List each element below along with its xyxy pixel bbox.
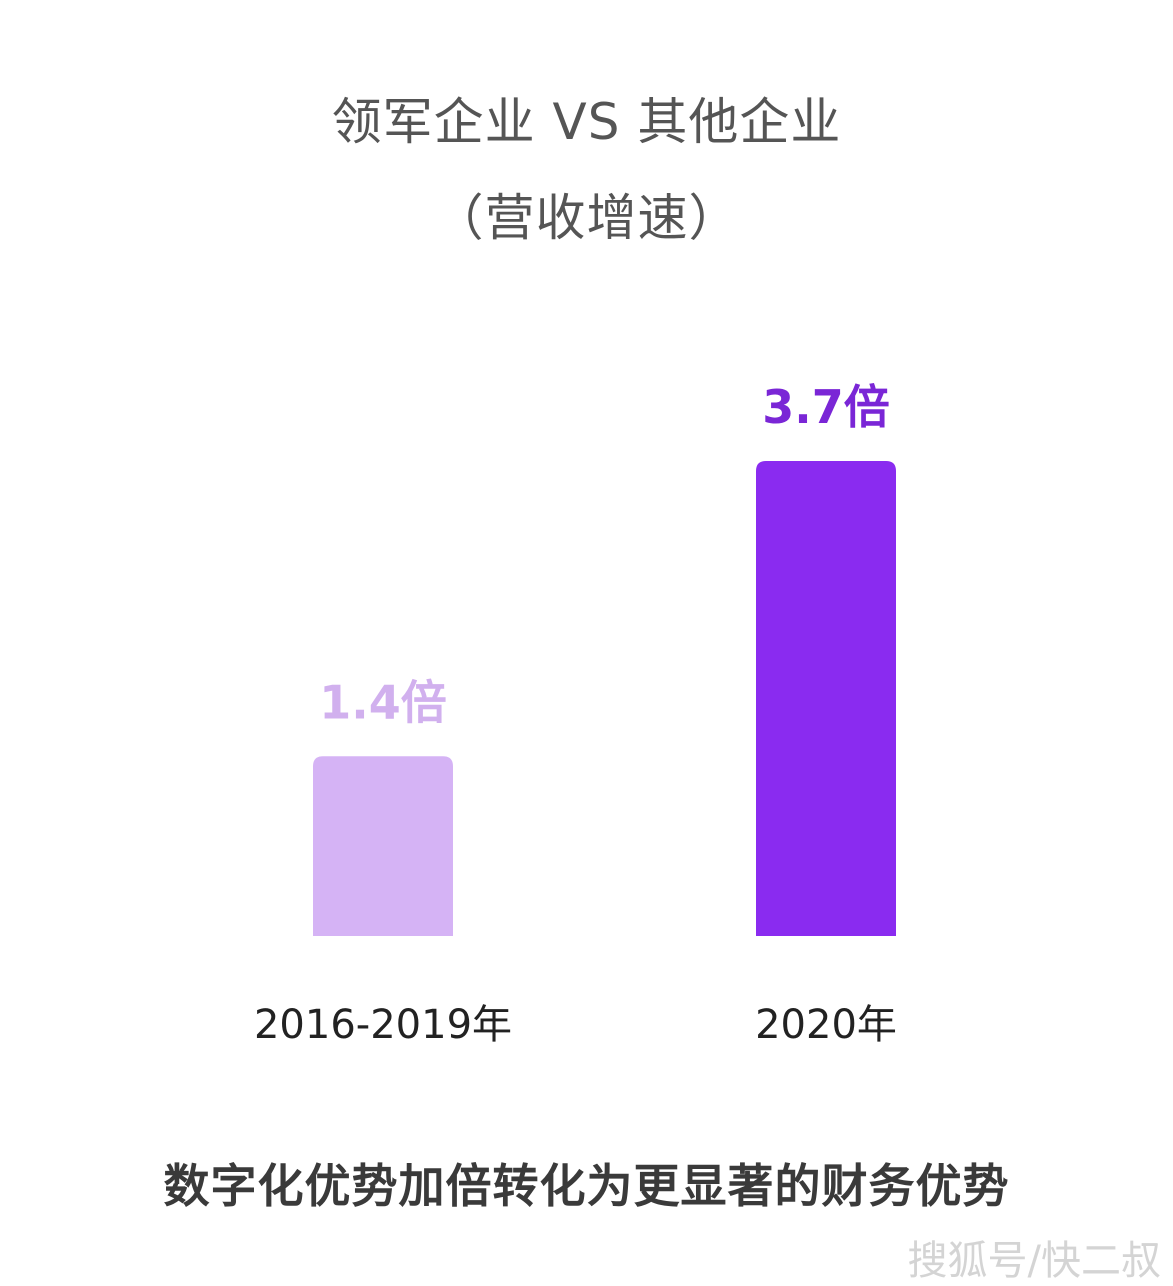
- chart-subtitle: （营收增速）: [433, 189, 740, 247]
- category-label-2: 2020年: [755, 1002, 897, 1048]
- bar-chart: 1.4倍 2016-2019年 3.7倍 2020年: [254, 380, 897, 1048]
- chart-caption: 数字化优势加倍转化为更显著的财务优势: [163, 1159, 1010, 1213]
- bar-1: [313, 756, 453, 936]
- chart-title: 领军企业 VS 其他企业: [331, 93, 842, 151]
- watermark: 搜狐号/快二叔: [907, 1238, 1161, 1284]
- category-label-1: 2016-2019年: [254, 1002, 512, 1048]
- bar-value-label-1: 1.4倍: [319, 675, 447, 729]
- labels-layer: 1.4倍 2016-2019年 3.7倍 2020年: [254, 380, 897, 1048]
- bar-2: [756, 461, 896, 936]
- bars-layer: [313, 461, 896, 936]
- bar-value-label-2: 3.7倍: [762, 380, 890, 434]
